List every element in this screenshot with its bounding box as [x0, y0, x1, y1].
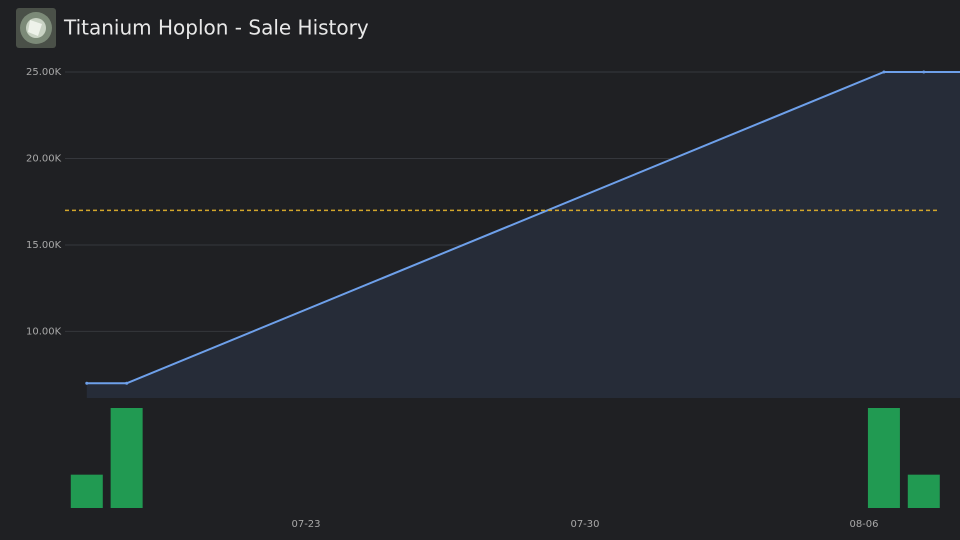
price-point	[85, 381, 89, 385]
volume-bar	[867, 408, 900, 508]
volume-bar	[907, 474, 940, 508]
price-point	[882, 70, 886, 74]
y-tick-label: 20.00K	[26, 153, 62, 164]
price-line	[86, 71, 924, 385]
x-tick-label: 07-30	[570, 519, 599, 530]
x-tick-label: 07-23	[291, 519, 320, 530]
volume-bar	[110, 408, 143, 508]
price-point	[125, 381, 129, 385]
volume-bar	[70, 474, 103, 508]
price-area	[86, 72, 960, 398]
chart-title: Titanium Hoplon - Sale History	[63, 16, 369, 40]
y-tick-label: 15.00K	[26, 240, 62, 251]
y-tick-label: 10.00K	[26, 326, 62, 337]
item-icon	[16, 8, 56, 48]
price-point	[922, 70, 926, 74]
x-tick-label: 08-06	[849, 519, 878, 530]
y-tick-label: 25.00K	[26, 67, 62, 78]
